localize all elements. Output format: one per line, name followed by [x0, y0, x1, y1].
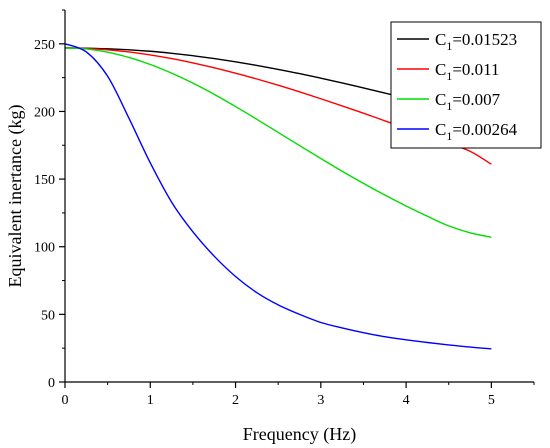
legend-label-3: C1=0.007	[435, 90, 501, 113]
legend-label-1: C1=0.01523	[435, 30, 517, 53]
y-tick-label: 250	[34, 38, 55, 53]
legend-label-4: C1=0.00264	[435, 120, 518, 143]
x-tick-label: 4	[403, 393, 410, 408]
x-axis-title: Frequency (Hz)	[243, 424, 356, 445]
y-tick-label: 200	[34, 105, 55, 120]
series-line-4	[64, 43, 492, 350]
series-line-3	[64, 47, 492, 238]
x-tick-label: 1	[147, 393, 154, 408]
x-tick-label: 5	[488, 393, 495, 408]
y-tick-label: 50	[41, 308, 55, 323]
x-tick-label: 0	[62, 393, 69, 408]
x-tick-label: 2	[232, 393, 239, 408]
legend-label-2: C1=0.011	[435, 60, 500, 83]
legend: C1=0.01523 C1=0.011 C1=0.007 C1=0.00264	[390, 21, 542, 149]
y-axis-title: Equivalent inertance (kg)	[5, 105, 26, 288]
y-tick-label: 100	[34, 241, 55, 256]
legend-box	[390, 21, 542, 149]
y-tick-label: 0	[48, 376, 55, 391]
x-tick-label: 3	[317, 393, 324, 408]
y-tick-label: 150	[34, 173, 55, 188]
